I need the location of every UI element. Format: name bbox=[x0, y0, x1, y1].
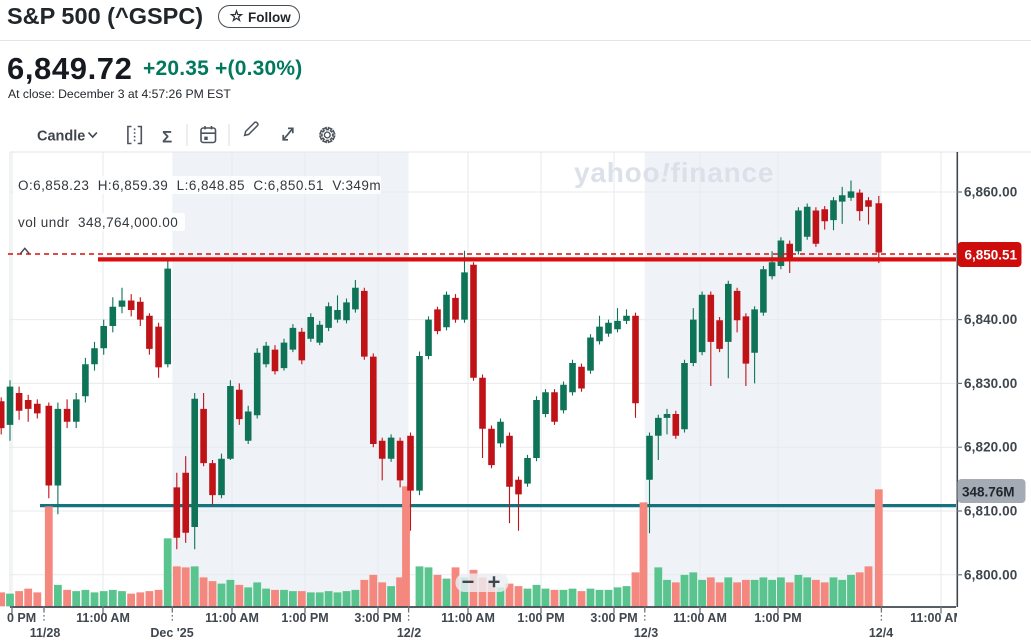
svg-text:11:00 AM: 11:00 AM bbox=[441, 611, 495, 625]
svg-text:6,810.00: 6,810.00 bbox=[964, 504, 1017, 519]
svg-text:1:00 PM: 1:00 PM bbox=[754, 611, 801, 625]
svg-text:11:00 AM: 11:00 AM bbox=[205, 611, 259, 625]
svg-text:vol undr 348,764,000.00: vol undr 348,764,000.00 bbox=[18, 215, 178, 230]
svg-text:12/3: 12/3 bbox=[634, 626, 658, 640]
svg-text:Dec '25: Dec '25 bbox=[150, 626, 193, 640]
svg-text:Σ: Σ bbox=[162, 128, 172, 147]
svg-text:11/28: 11/28 bbox=[30, 626, 61, 640]
svg-text:11:00 AM: 11:00 AM bbox=[910, 611, 964, 625]
svg-text:6,860.00: 6,860.00 bbox=[964, 185, 1017, 200]
svg-text:1:00 PM: 1:00 PM bbox=[517, 611, 564, 625]
svg-text:6,850.51: 6,850.51 bbox=[965, 248, 1018, 263]
svg-text:Candle: Candle bbox=[37, 129, 85, 145]
svg-text:348.76M: 348.76M bbox=[962, 485, 1015, 500]
svg-text:11:00 AM: 11:00 AM bbox=[76, 611, 130, 625]
svg-text:6,830.00: 6,830.00 bbox=[964, 376, 1017, 391]
svg-text:O:6,858.23 H:6,859.39 L:6,84: O:6,858.23 H:6,859.39 L:6,848.85 C:6,850… bbox=[18, 178, 381, 193]
svg-text:3:00 PM: 3:00 PM bbox=[590, 611, 637, 625]
svg-text:6,820.00: 6,820.00 bbox=[964, 440, 1017, 455]
svg-text:6,840.00: 6,840.00 bbox=[964, 312, 1017, 327]
svg-text:12/2: 12/2 bbox=[397, 626, 421, 640]
svg-text:6,800.00: 6,800.00 bbox=[964, 567, 1017, 582]
svg-text:11:00 AM: 11:00 AM bbox=[673, 611, 727, 625]
svg-text:yahoo!finance: yahoo!finance bbox=[574, 157, 774, 188]
svg-text:0 PM: 0 PM bbox=[7, 611, 36, 625]
svg-text:12/4: 12/4 bbox=[869, 626, 893, 640]
svg-text:1:00 PM: 1:00 PM bbox=[281, 611, 328, 625]
svg-text:3:00 PM: 3:00 PM bbox=[354, 611, 401, 625]
